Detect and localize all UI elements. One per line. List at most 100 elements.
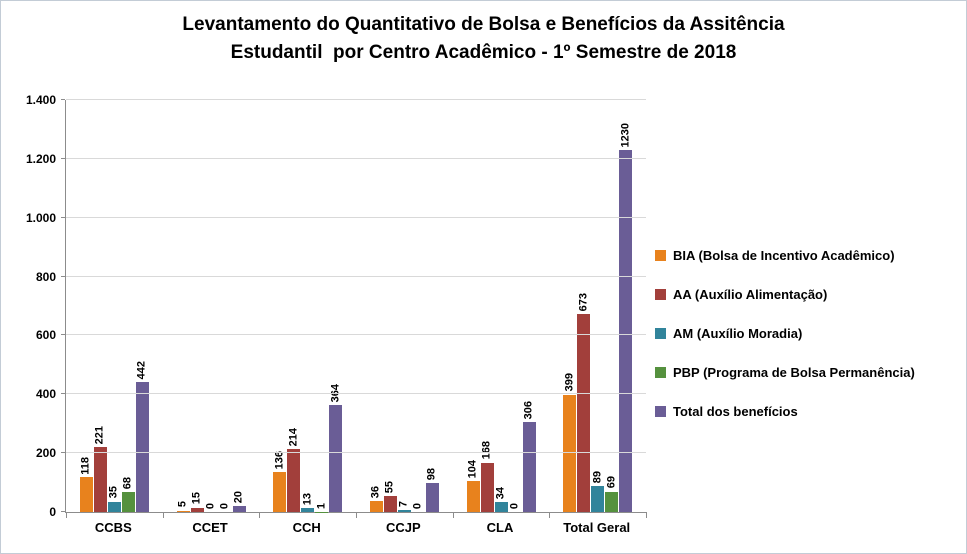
bar-wrap: 364 (329, 100, 343, 512)
legend-label: AA (Auxílio Alimentação) (673, 287, 828, 302)
gridline (66, 216, 646, 218)
bar-value-label: 55 (383, 480, 396, 493)
bar (466, 481, 480, 512)
bar-value-label: 35 (107, 486, 120, 499)
bar (135, 381, 149, 512)
bar (329, 404, 343, 512)
bar-wrap: 118 (79, 100, 93, 512)
y-tick-label: 200 (35, 446, 56, 461)
legend-label: BIA (Bolsa de Incentivo Acadêmico) (673, 248, 895, 263)
y-axis-tick (61, 511, 65, 512)
bar-wrap: 673 (577, 100, 591, 512)
bar-value-label: 214 (287, 427, 300, 447)
bar-wrap: 89 (591, 100, 605, 512)
x-axis-tick (66, 512, 67, 518)
y-axis-tick (61, 157, 65, 159)
bar-group: 118 221 35 68 442 (66, 100, 163, 512)
bar-value-label: 221 (93, 425, 106, 444)
bar (176, 510, 190, 512)
y-tick-label: 0 (49, 505, 56, 519)
bar-value-label: 442 (135, 360, 148, 379)
bar-value-label: 1230 (619, 122, 632, 148)
bar-wrap: 7 (397, 100, 411, 512)
bar-value-label: 5 (176, 501, 189, 508)
bar-wrap: 0 (509, 100, 522, 512)
y-tick-label: 400 (35, 387, 56, 402)
bar-group: 36 55 7 0 98 (356, 100, 453, 512)
x-category-label: CCH (292, 520, 321, 535)
bar-value-label: 98 (425, 467, 438, 481)
bar (480, 462, 494, 512)
bar (494, 502, 508, 512)
bar (563, 394, 577, 512)
legend-label: AM (Auxílio Moradia) (673, 326, 803, 341)
bar-value-label: 68 (121, 476, 134, 489)
bar-wrap: 214 (287, 100, 301, 512)
bar (383, 495, 397, 512)
x-axis-tick (452, 512, 454, 518)
legend-swatch (655, 367, 666, 378)
bar-wrap: 0 (412, 100, 425, 512)
bar-value-label: 13 (301, 492, 314, 506)
bar (522, 421, 536, 512)
bar (605, 491, 619, 512)
bar-wrap: 20 (232, 100, 246, 512)
legend: BIA (Bolsa de Incentivo Acadêmico) AA (Au… (655, 248, 915, 419)
bar (397, 509, 411, 512)
bar-wrap: 399 (563, 100, 577, 512)
bar-value-label: 15 (190, 492, 203, 505)
bar-value-label: 0 (508, 502, 521, 509)
legend-swatch (655, 406, 666, 417)
gridline (66, 157, 646, 159)
bar-value-label: 0 (204, 502, 217, 509)
bar (232, 506, 246, 512)
x-axis-tick (259, 512, 261, 518)
bar (577, 313, 591, 512)
bar-wrap: 68 (121, 100, 135, 512)
bar (369, 501, 383, 512)
legend-item: Total dos benefícios (655, 404, 915, 419)
bar-group: 399 673 89 69 1230 (549, 100, 646, 512)
gridline (66, 334, 646, 336)
bar-value-label: 399 (563, 373, 576, 392)
x-category-label: CLA (486, 520, 514, 535)
bar-value-label: 104 (466, 460, 479, 479)
x-axis-tick (356, 512, 357, 518)
bar-wrap: 221 (93, 100, 107, 512)
bar-wrap: 13 (301, 100, 315, 512)
y-axis-tick (61, 452, 65, 454)
x-category-label: CCJP (386, 520, 421, 535)
bar-group: 5 15 0 0 20 (163, 100, 260, 512)
bar (591, 485, 605, 512)
bar-value-label: 0 (411, 502, 424, 509)
legend-label: PBP (Programa de Bolsa Permanência) (673, 365, 915, 380)
gridline (66, 99, 646, 100)
bar (93, 446, 107, 512)
bar-group: 104 168 34 0 306 (453, 100, 550, 512)
legend-swatch (655, 328, 666, 339)
bar-value-label: 306 (522, 400, 535, 419)
bar (107, 501, 121, 512)
bar-wrap: 15 (190, 100, 204, 512)
y-axis-tick (61, 393, 65, 395)
chart-title-line2: Estudantil por Centro Acadêmico - 1º Sem… (230, 42, 737, 63)
bar (287, 449, 301, 512)
bar-value-label: 118 (79, 456, 92, 475)
bar (619, 150, 633, 512)
gridline (66, 452, 646, 454)
y-tick-label: 1.000 (25, 210, 56, 225)
y-tick-label: 1.200 (25, 151, 56, 166)
bar-value-label: 7 (397, 500, 410, 507)
bar-value-label: 34 (494, 486, 507, 499)
legend-swatch (655, 250, 666, 261)
gridline (66, 393, 646, 395)
bar-value-label: 69 (605, 476, 618, 489)
bar-wrap: 136 (273, 100, 287, 512)
bar-wrap: 104 (466, 100, 480, 512)
bar-value-label: 0 (218, 502, 231, 509)
bar (121, 492, 135, 512)
bar-wrap: 1230 (619, 100, 633, 512)
x-axis-tick (646, 512, 647, 518)
